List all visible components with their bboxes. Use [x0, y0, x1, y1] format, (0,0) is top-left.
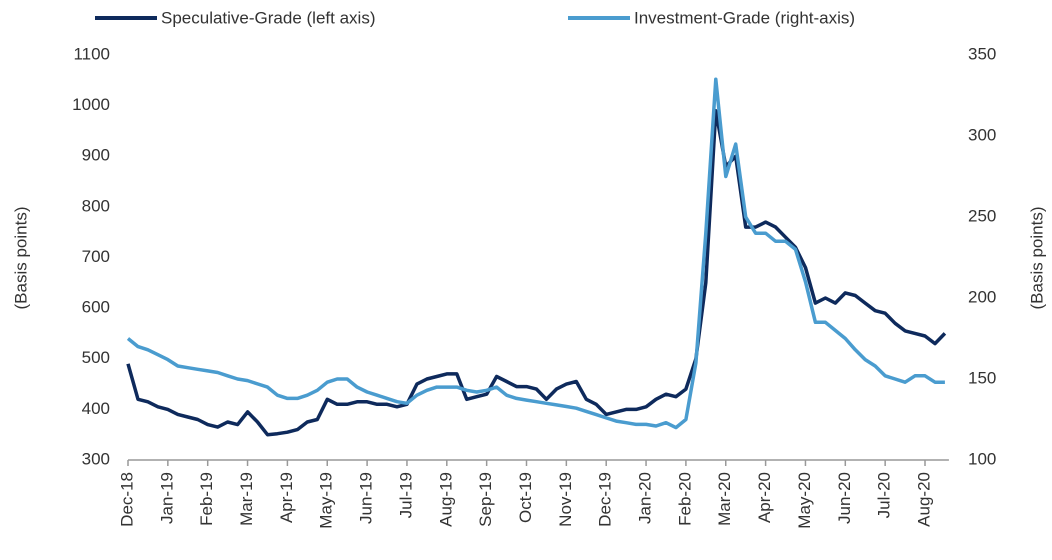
x-tick-label: Feb-20 [675, 472, 694, 526]
series-line [126, 77, 945, 430]
y2-tick-label: 100 [968, 449, 996, 468]
x-tick-label: Mar-20 [715, 472, 734, 526]
y-tick-label: 800 [82, 196, 110, 215]
x-tick-label: Jan-20 [636, 472, 655, 524]
x-tick-label: Aug-19 [436, 472, 455, 527]
y2-tick-label: 300 [968, 125, 996, 144]
y2-tick-label: 350 [968, 44, 996, 63]
y-axis-label: (Basis points) [11, 207, 30, 310]
x-tick-label: Dec-18 [117, 472, 136, 527]
x-tick-label: May-19 [317, 472, 336, 529]
x-tick-label: Jun-19 [357, 472, 376, 524]
x-tick-label: Apr-20 [755, 472, 774, 523]
x-tick-label: Oct-19 [516, 472, 535, 523]
series-line [126, 108, 947, 437]
x-tick-label: Sep-19 [476, 472, 495, 527]
x-tick-label: Nov-19 [556, 472, 575, 527]
x-tick-label: Feb-19 [197, 472, 216, 526]
y-tick-label: 600 [82, 298, 110, 317]
y-tick-label: 700 [82, 247, 110, 266]
y-tick-label: 900 [82, 146, 110, 165]
x-tick-label: Dec-19 [596, 472, 615, 527]
x-tick-label: Aug-20 [914, 472, 933, 527]
y2-tick-label: 150 [968, 368, 996, 387]
y-tick-label: 500 [82, 348, 110, 367]
x-tick-label: Jan-19 [157, 472, 176, 524]
y2-tick-label: 250 [968, 206, 996, 225]
x-tick-label: Jun-20 [835, 472, 854, 524]
x-tick-label: May-20 [795, 472, 814, 529]
y-tick-label: 1100 [73, 44, 110, 63]
y-tick-label: 300 [82, 449, 110, 468]
x-tick-label: Jul-19 [396, 472, 415, 518]
x-tick-label: Mar-19 [237, 472, 256, 526]
legend-label: Investment-Grade (right-axis) [634, 8, 855, 27]
x-tick-label: Jul-20 [875, 472, 894, 518]
x-tick-label: Apr-19 [277, 472, 296, 523]
y-tick-label: 400 [82, 399, 110, 418]
y2-tick-label: 200 [968, 287, 996, 306]
y2-axis-label: (Basis points) [1027, 207, 1046, 310]
legend-label: Speculative-Grade (left axis) [161, 8, 375, 27]
y-tick-label: 1000 [72, 95, 110, 114]
